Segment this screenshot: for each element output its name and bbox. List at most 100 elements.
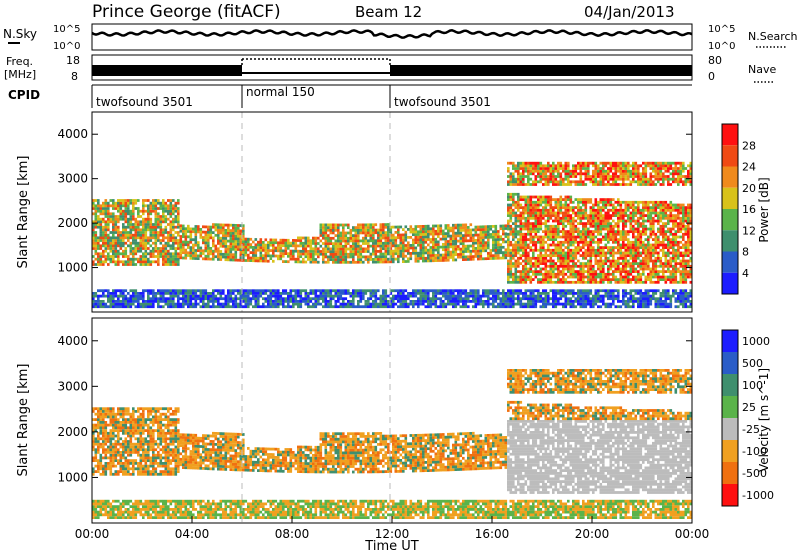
- echo-cell: [449, 237, 453, 241]
- echo-cell: [372, 231, 375, 235]
- echo-cell: [419, 297, 423, 301]
- echo-cell: [622, 161, 625, 165]
- echo-cell: [559, 280, 563, 284]
- echo-cell: [592, 275, 595, 279]
- echo-cell: [227, 253, 230, 256]
- echo-cell: [189, 300, 193, 303]
- echo-cell: [372, 258, 375, 261]
- echo-cell: [429, 251, 433, 255]
- echo-cell: [94, 199, 98, 202]
- echo-cell: [204, 302, 208, 306]
- echo-cell: [559, 206, 563, 209]
- echo-cell: [454, 253, 458, 256]
- echo-cell: [552, 164, 555, 168]
- echo-cell: [479, 297, 483, 301]
- echo-cell: [154, 233, 158, 237]
- echo-cell: [302, 249, 305, 253]
- echo-cell: [247, 297, 250, 301]
- echo-cell: [92, 199, 95, 202]
- echo-cell: [194, 294, 198, 298]
- echo-cell: [387, 249, 390, 253]
- echo-cell: [397, 292, 400, 295]
- echo-cell: [507, 214, 510, 217]
- echo-cell: [179, 256, 183, 260]
- echo-cell: [447, 226, 450, 230]
- echo-cell: [604, 206, 608, 209]
- echo-cell: [97, 239, 100, 242]
- echo-cell: [607, 183, 610, 186]
- echo-cell: [359, 305, 363, 309]
- echo-cell: [509, 230, 513, 233]
- echo-cell: [189, 289, 193, 293]
- echo-cell: [514, 302, 518, 306]
- echo-cell: [519, 195, 523, 199]
- echo-cell: [329, 239, 333, 243]
- echo-cell: [244, 300, 248, 303]
- echo-cell: [539, 238, 543, 241]
- echo-cell: [282, 305, 285, 309]
- echo-cell: [157, 233, 160, 237]
- echo-cell: [589, 270, 593, 273]
- echo-cell: [519, 262, 523, 265]
- echo-cell: [624, 232, 628, 236]
- echo-cell: [527, 177, 530, 181]
- echo-cell: [562, 203, 565, 207]
- echo-cell: [537, 224, 540, 228]
- echo-cell: [474, 239, 478, 242]
- echo-cell: [422, 259, 425, 263]
- echo-cell: [574, 240, 578, 244]
- echo-cell: [232, 245, 235, 249]
- echo-cell: [112, 231, 115, 234]
- echo-cell: [609, 278, 613, 281]
- echo-cell: [527, 195, 530, 199]
- echo-cell: [524, 195, 528, 199]
- echo-cell: [272, 241, 275, 244]
- echo-cell: [562, 227, 565, 231]
- echo-cell: [434, 305, 438, 309]
- echo-cell: [264, 292, 268, 295]
- echo-cell: [409, 244, 413, 247]
- echo-cell: [539, 167, 543, 170]
- echo-cell: [324, 242, 328, 245]
- echo-cell: [169, 239, 173, 242]
- echo-cell: [404, 233, 408, 237]
- echo-cell: [404, 244, 408, 247]
- echo-cell: [477, 228, 480, 232]
- echo-cell: [162, 239, 165, 242]
- echo-cell: [369, 302, 373, 306]
- echo-cell: [214, 289, 218, 293]
- echo-cell: [147, 199, 150, 202]
- echo-cell: [622, 302, 625, 306]
- echo-cell: [94, 241, 98, 245]
- echo-cell: [117, 260, 120, 264]
- echo-cell: [364, 300, 368, 303]
- echo-cell: [602, 216, 605, 220]
- echo-cell: [217, 231, 220, 235]
- echo-cell: [584, 280, 588, 284]
- echo-cell: [152, 297, 155, 301]
- echo-cell: [272, 238, 275, 242]
- echo-cell: [379, 231, 383, 235]
- echo-cell: [539, 175, 543, 178]
- echo-cell: [587, 272, 590, 276]
- echo-cell: [509, 177, 513, 181]
- echo-cell: [569, 259, 573, 263]
- echo-cell: [574, 183, 578, 186]
- echo-cell: [599, 262, 603, 265]
- echo-cell: [204, 294, 208, 298]
- echo-cell: [534, 211, 538, 215]
- echo-cell: [449, 294, 453, 298]
- echo-cell: [482, 238, 485, 242]
- echo-cell: [587, 248, 590, 252]
- echo-cell: [152, 300, 155, 303]
- echo-cell: [564, 254, 568, 257]
- echo-cell: [544, 272, 548, 276]
- echo-cell: [372, 300, 375, 303]
- echo-cell: [209, 292, 213, 295]
- echo-cell: [617, 230, 620, 233]
- echo-cell: [617, 232, 620, 236]
- echo-cell: [227, 247, 230, 251]
- echo-cell: [337, 226, 340, 229]
- echo-cell: [564, 224, 568, 228]
- echo-cell: [347, 252, 350, 256]
